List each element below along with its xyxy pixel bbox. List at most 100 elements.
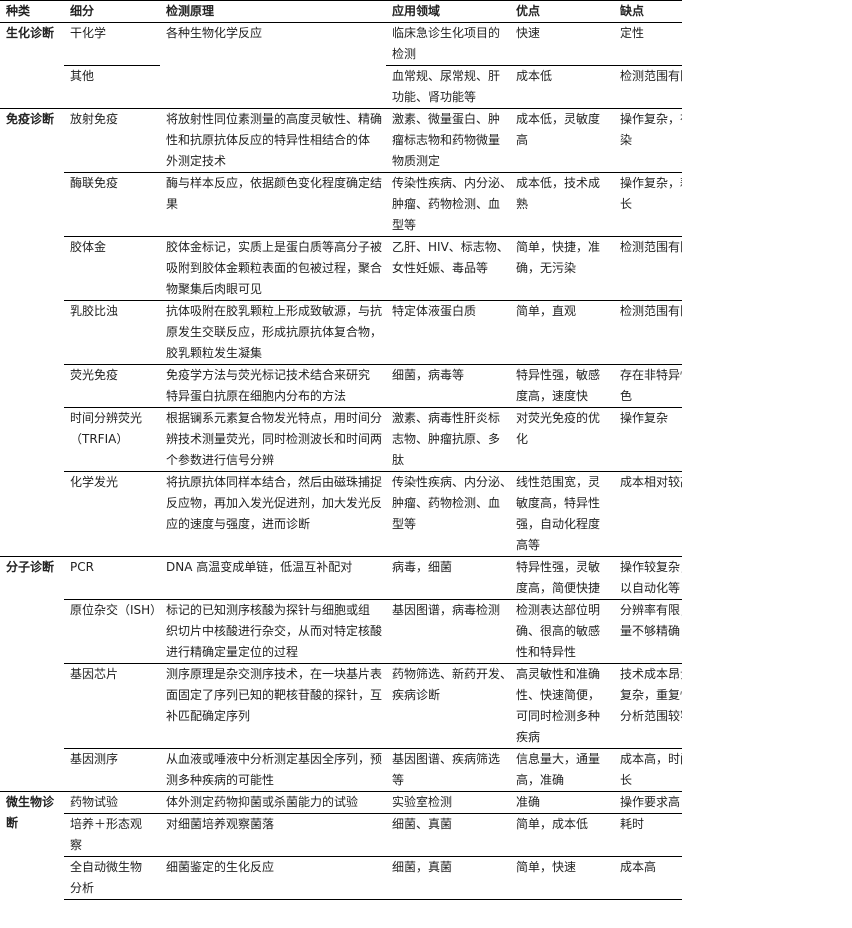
disadvantages-cell: 定性 — [614, 22, 682, 66]
table-row: 胶体金 胶体金标记，实质上是蛋白质等高分子被 吸附到胶体金颗粒表面的包被过程，聚合… — [0, 236, 682, 301]
disadvantages-cell: 存在非特异性染 色 — [614, 364, 682, 408]
subtype-cell: PCR — [64, 556, 160, 600]
subtype-cell: 放射免疫 — [64, 108, 160, 173]
application-cell: 激素、微量蛋白、肿 瘤标志物和药物微量 物质测定 — [386, 108, 510, 173]
table-row: 化学发光 将抗原抗体同样本结合，然后由磁珠捕捉 反应物，再加入发光促进剂，加大发光… — [0, 471, 682, 557]
principle-cell: DNA 高温变成单链，低温互补配对 — [160, 556, 386, 600]
subtype-cell: 全自动微生物 分析 — [64, 856, 160, 900]
subtype-cell: 荧光免疫 — [64, 364, 160, 408]
table-row: 其他 血常规、尿常规、肝 功能、肾功能等成本低检测范围有限 — [0, 65, 682, 109]
advantages-cell: 简单，直观 — [510, 300, 614, 365]
advantages-cell: 特异性强，灵敏 度高，简便快捷 — [510, 556, 614, 600]
header-category: 种类 — [0, 0, 64, 23]
subtype-cell: 胶体金 — [64, 236, 160, 301]
subtype-cell: 干化学 — [64, 22, 160, 66]
table-row: 酶联免疫 酶与样本反应，依据颜色变化程度确定结 果传染性疾病、内分泌、 肿瘤、药物… — [0, 172, 682, 237]
application-cell: 药物筛选、新药开发、 疾病诊断 — [386, 663, 510, 749]
application-cell: 特定体液蛋白质 — [386, 300, 510, 365]
disadvantages-cell: 耗时 — [614, 813, 682, 857]
disadvantages-cell: 操作复杂，耗时 长 — [614, 172, 682, 237]
advantages-cell: 成本低，灵敏度 高 — [510, 108, 614, 173]
advantages-cell: 快速 — [510, 22, 614, 66]
principle-cell: 胶体金标记，实质上是蛋白质等高分子被 吸附到胶体金颗粒表面的包被过程，聚合 物聚… — [160, 236, 386, 301]
subtype-cell: 基因芯片 — [64, 663, 160, 749]
application-cell: 传染性疾病、内分泌、 肿瘤、药物检测、血 型等 — [386, 471, 510, 557]
advantages-cell: 信息量大，通量 高，准确 — [510, 748, 614, 792]
disadvantages-cell: 检测范围有限 — [614, 300, 682, 365]
advantages-cell: 检测表达部位明 确、很高的敏感 性和特异性 — [510, 599, 614, 664]
disadvantages-cell: 技术成本昂贵、 复杂，重复性差， 分析范围较窄 — [614, 663, 682, 749]
subtype-cell: 酶联免疫 — [64, 172, 160, 237]
disadvantages-cell: 成本高，时间较 长 — [614, 748, 682, 792]
subtype-cell: 乳胶比浊 — [64, 300, 160, 365]
principle-cell: 细菌鉴定的生化反应 — [160, 856, 386, 900]
disadvantages-cell: 操作复杂 — [614, 407, 682, 472]
subtype-cell: 基因测序 — [64, 748, 160, 792]
table-row: 乳胶比浊 抗体吸附在胶乳颗粒上形成致敏源，与抗 原发生交联反应，形成抗原抗体复合物… — [0, 300, 682, 365]
disadvantages-cell: 检测范围有限 — [614, 65, 682, 109]
diagnostics-comparison-table-container: 种类 细分 检测原理 应用领域 优点 缺点 生化诊断 干化学 各种生物化学反应 临床急… — [0, 0, 682, 900]
diagnostics-comparison-table: 种类 细分 检测原理 应用领域 优点 缺点 生化诊断 干化学 各种生物化学反应 临床急… — [0, 0, 682, 900]
category-cell: 微生物诊 断 — [0, 791, 64, 900]
table-row: 基因测序 从血液或唾液中分析测定基因全序列，预 测多种疾病的可能性 基因图谱、疾病筛… — [0, 748, 682, 792]
disadvantages-cell: 检测范围有限 — [614, 236, 682, 301]
table-row: 原位杂交（ISH） 标记的已知测序核酸为探针与细胞或组 织切片中核酸进行杂交，从而… — [0, 599, 682, 664]
header-advantages: 优点 — [510, 0, 614, 23]
principle-cell: 酶与样本反应，依据颜色变化程度确定结 果 — [160, 172, 386, 237]
advantages-cell: 简单，成本低 — [510, 813, 614, 857]
header-principle: 检测原理 — [160, 0, 386, 23]
advantages-cell: 线性范围宽，灵 敏度高，特异性 强，自动化程度 高等 — [510, 471, 614, 557]
principle-cell: 标记的已知测序核酸为探针与细胞或组 织切片中核酸进行杂交，从而对特定核酸 进行精… — [160, 599, 386, 664]
table-row: 时间分辨荧光 （TRFIA） 根据镧系元素复合物发光特点，用时间分 辨技术测量荧光… — [0, 407, 682, 472]
application-cell: 乙肝、HIV、标志物、 女性妊娠、毒品等 — [386, 236, 510, 301]
application-cell: 细菌、真菌 — [386, 813, 510, 857]
advantages-cell: 成本低 — [510, 65, 614, 109]
application-cell: 病毒，细菌 — [386, 556, 510, 600]
header-row: 种类 细分 检测原理 应用领域 优点 缺点 — [0, 0, 682, 23]
application-cell: 血常规、尿常规、肝 功能、肾功能等 — [386, 65, 510, 109]
header-subtype: 细分 — [64, 0, 160, 23]
disadvantages-cell: 分辨率有限，定 量不够精确 — [614, 599, 682, 664]
principle-cell: 体外测定药物抑菌或杀菌能力的试验 — [160, 791, 386, 814]
principle-cell: 将放射性同位素测量的高度灵敏性、精确 性和抗原抗体反应的特异性相结合的体 外测定… — [160, 108, 386, 173]
disadvantages-cell: 成本相对较高 — [614, 471, 682, 557]
table-row: 荧光免疫 免疫学方法与荧光标记技术结合来研究 特异蛋白抗原在细胞内分布的方法 细菌，… — [0, 364, 682, 408]
principle-cell: 免疫学方法与荧光标记技术结合来研究 特异蛋白抗原在细胞内分布的方法 — [160, 364, 386, 408]
category-cell: 分子诊断 — [0, 556, 64, 792]
subtype-cell: 原位杂交（ISH） — [64, 599, 160, 664]
header-disadvantages: 缺点 — [614, 0, 682, 23]
table-row: 生化诊断 干化学 各种生物化学反应 临床急诊生化项目的 检测 快速 定性 — [0, 22, 682, 109]
application-cell: 细菌，真菌 — [386, 856, 510, 900]
disadvantages-cell: 成本高 — [614, 856, 682, 900]
table-row: 分子诊断 PCR DNA 高温变成单链，低温互补配对 病毒，细菌 特异性强，灵敏 度高，… — [0, 556, 682, 792]
header-application: 应用领域 — [386, 0, 510, 23]
subtype-cell: 其他 — [64, 65, 160, 109]
application-cell: 实验室检测 — [386, 791, 510, 814]
application-cell: 基因图谱、疾病筛选 等 — [386, 748, 510, 792]
table-row: 全自动微生物 分析 细菌鉴定的生化反应 细菌，真菌 简单，快速 成本高 — [0, 856, 682, 900]
subtype-cell: 时间分辨荧光 （TRFIA） — [64, 407, 160, 472]
application-cell: 激素、病毒性肝炎标 志物、肿瘤抗原、多 肽 — [386, 407, 510, 472]
table-row: 基因芯片 测序原理是杂交测序技术，在一块基片表 面固定了序列已知的靶核苷酸的探针，… — [0, 663, 682, 749]
advantages-cell: 简单，快速 — [510, 856, 614, 900]
application-cell: 传染性疾病、内分泌、 肿瘤、药物检测、血 型等 — [386, 172, 510, 237]
advantages-cell: 简单，快捷，准 确，无污染 — [510, 236, 614, 301]
principle-cell: 对细菌培养观察菌落 — [160, 813, 386, 857]
application-cell: 基因图谱，病毒检测 — [386, 599, 510, 664]
application-cell: 细菌，病毒等 — [386, 364, 510, 408]
category-cell: 生化诊断 — [0, 22, 64, 109]
advantages-cell: 成本低，技术成 熟 — [510, 172, 614, 237]
table-row: 微生物诊 断药物试验 体外测定药物抑菌或杀菌能力的试验 实验室检测 准确 操作要求高 — [0, 791, 682, 900]
disadvantages-cell: 操作复杂，有污 染 — [614, 108, 682, 173]
table-row: 培养＋形态观 察对细菌培养观察菌落 细菌、真菌 简单，成本低 耗时 — [0, 813, 682, 857]
principle-cell: 各种生物化学反应 — [160, 22, 386, 109]
principle-cell: 将抗原抗体同样本结合，然后由磁珠捕捉 反应物，再加入发光促进剂，加大发光反 应的… — [160, 471, 386, 557]
category-cell: 免疫诊断 — [0, 108, 64, 557]
disadvantages-cell: 操作要求高 — [614, 791, 682, 814]
principle-cell: 测序原理是杂交测序技术，在一块基片表 面固定了序列已知的靶核苷酸的探针，互 补匹… — [160, 663, 386, 749]
subtype-cell: 化学发光 — [64, 471, 160, 557]
principle-cell: 抗体吸附在胶乳颗粒上形成致敏源，与抗 原发生交联反应，形成抗原抗体复合物， 胶乳… — [160, 300, 386, 365]
advantages-cell: 高灵敏性和准确 性、快速简便， 可同时检测多种 疾病 — [510, 663, 614, 749]
disadvantages-cell: 操作较复杂，难 以自动化等 — [614, 556, 682, 600]
table-row: 免疫诊断 放射免疫 将放射性同位素测量的高度灵敏性、精确 性和抗原抗体反应的特异性相… — [0, 108, 682, 557]
